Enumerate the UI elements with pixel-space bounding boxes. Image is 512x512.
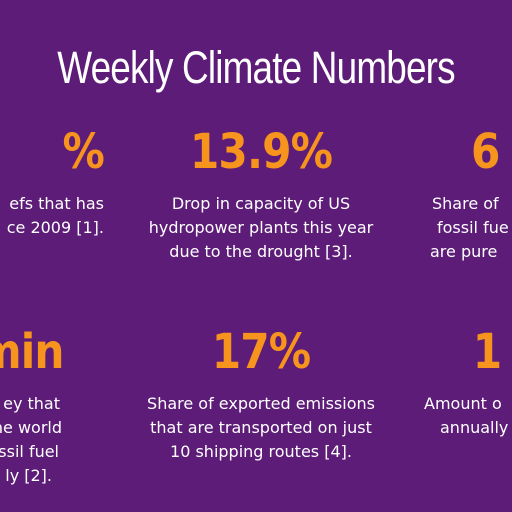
stat-description: efs that has ce 2009 [1]. [0,192,104,240]
stat-card-4: min ey that the world ossil fuel ly [2]. [0,324,104,488]
stat-card-6: 1 Amount o annually [420,324,512,440]
stat-description: ey that the world ossil fuel ly [2]. [0,392,104,488]
stat-description: Share of fossil fue are pure [420,192,512,264]
desc-line: annually [440,418,509,437]
stat-description: Drop in capacity of US hydropower plants… [111,192,411,264]
desc-line: the world [0,418,62,437]
desc-line: ossil fuel [0,442,59,461]
desc-line: hydropower plants this year [148,218,374,237]
desc-line: fossil fue [437,218,509,237]
stat-value: 1 [472,324,502,380]
desc-line: Amount o [424,394,502,413]
stat-card-1: % efs that has ce 2009 [1]. [0,124,105,240]
desc-line: Share of exported emissions [147,394,375,413]
desc-line: due to the drought [3]. [169,242,353,261]
desc-line: Share of [432,194,499,213]
stat-value: 17% [211,324,311,380]
desc-line: are pure [430,242,498,261]
stat-description: Share of exported emissions that are tra… [111,392,411,464]
stat-value: 13.9% [189,124,333,180]
stat-value: 6 [471,124,500,180]
page-title: Weekly Climate Numbers [57,42,455,93]
stat-card-5: 17% Share of exported emissions that are… [111,324,411,464]
stat-value: % [62,124,105,180]
desc-line: efs that has [9,194,104,213]
stat-card-3: 6 Share of fossil fue are pure [420,124,512,264]
stat-value: min [0,324,64,380]
stat-description: Amount o annually [420,392,512,440]
desc-line: 10 shipping routes [4]. [170,442,352,461]
stat-card-2: 13.9% Drop in capacity of US hydropower … [111,124,411,264]
desc-line: that are transported on just [150,418,372,437]
desc-line: ly [2]. [5,466,52,485]
desc-line: Drop in capacity of US [171,194,351,213]
desc-line: ce 2009 [1]. [6,218,104,237]
desc-line: ey that [3,394,60,413]
